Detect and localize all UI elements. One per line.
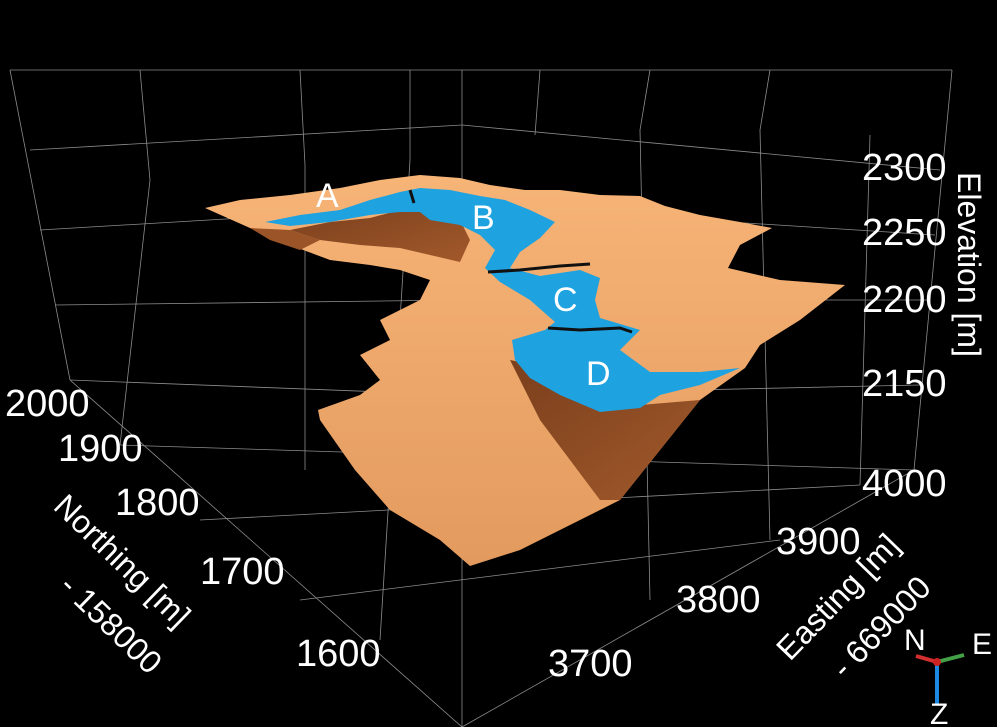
lake-label-d: D	[586, 355, 611, 393]
northing-axis: 2000 1900 1800 1700 1600 Northing [m] - …	[5, 383, 381, 681]
elevation-tick-2250: 2250	[862, 212, 947, 254]
northing-tick-1600: 1600	[296, 633, 381, 675]
orientation-triad: N E Z	[904, 624, 992, 727]
lake-label-b: B	[472, 199, 495, 237]
easting-tick-3800: 3800	[676, 579, 761, 621]
easting-tick-3700: 3700	[548, 643, 633, 685]
north-label: N	[904, 624, 926, 657]
northing-tick-1700: 1700	[200, 551, 285, 593]
elevation-axis-title: Elevation [m]	[951, 172, 987, 357]
elevation-tick-2150: 2150	[862, 363, 947, 405]
northing-tick-2000: 2000	[5, 383, 90, 425]
lake-label-a: A	[316, 177, 339, 215]
east-label: E	[972, 628, 992, 661]
lake-label-c: C	[553, 281, 578, 319]
easting-tick-4000: 4000	[862, 463, 947, 505]
northing-tick-1900: 1900	[58, 428, 143, 470]
down-label: Z	[930, 698, 948, 727]
lake-water	[265, 188, 740, 412]
easting-tick-3900: 3900	[776, 521, 861, 563]
elevation-tick-2300: 2300	[862, 147, 947, 189]
northing-tick-1800: 1800	[115, 482, 200, 524]
elevation-axis: 2300 2250 2200 2150 Elevation [m]	[862, 147, 987, 405]
elevation-tick-2200: 2200	[862, 279, 947, 321]
